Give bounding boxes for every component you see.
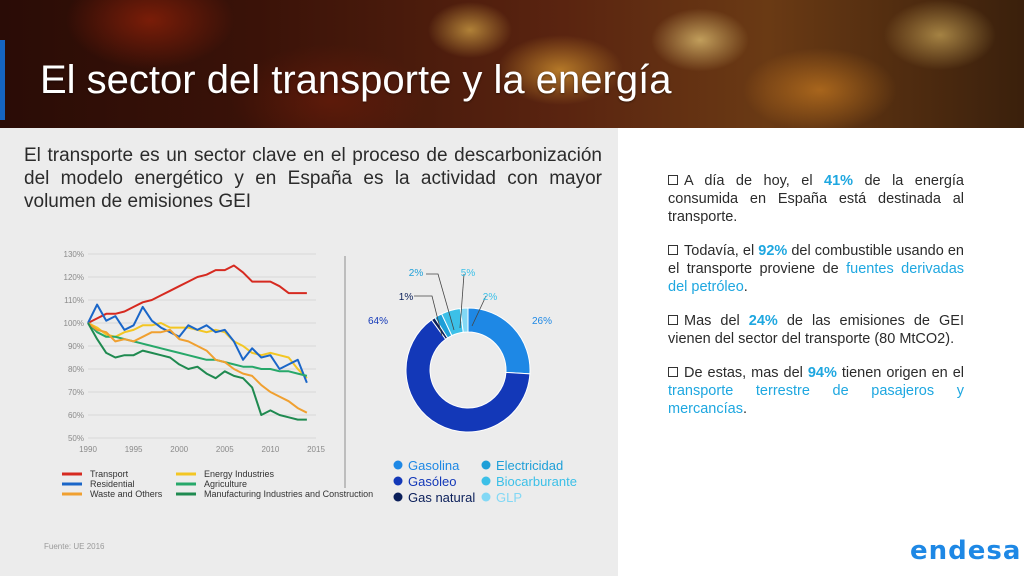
emissions-line-chart: 50% 60% 70% 80% 90% 100% 110% 120% 130% 1990 1995 2… bbox=[64, 250, 326, 454]
series-line bbox=[87, 322, 308, 377]
legend-label: Gasóleo bbox=[408, 474, 456, 489]
legend-dot bbox=[481, 476, 491, 486]
series-line bbox=[87, 322, 307, 421]
leader-line bbox=[426, 273, 455, 331]
legend-label: Gasolina bbox=[408, 458, 460, 473]
x-tick-label: 2010 bbox=[262, 445, 280, 454]
slice-label: 2% bbox=[409, 268, 424, 279]
fact-item: Mas del 24% de las emisiones de GEI vien… bbox=[668, 313, 964, 347]
fact-item: A día de hoy, el 41% de la energía consu… bbox=[668, 173, 964, 225]
donut-slice bbox=[459, 307, 469, 333]
slice-label: 2% bbox=[483, 292, 498, 303]
legend-dot bbox=[393, 460, 403, 470]
slice-label: 26% bbox=[532, 316, 552, 327]
key-facts: A día de hoy, el 41% de la energía consu… bbox=[668, 172, 964, 434]
legend-dot bbox=[393, 476, 403, 486]
series-line bbox=[87, 322, 308, 414]
source-note: Fuente: UE 2016 bbox=[44, 542, 105, 551]
legend-label: Transport bbox=[90, 469, 129, 479]
slice-label: 64% bbox=[368, 316, 388, 327]
chart-divider bbox=[344, 256, 346, 488]
checkbox-bullet-icon bbox=[668, 367, 678, 377]
legend-dot bbox=[393, 492, 403, 502]
legend-label: Waste and Others bbox=[90, 489, 163, 499]
leader-line bbox=[471, 295, 487, 327]
legend-label: Electricidad bbox=[496, 458, 563, 473]
y-tick-label: 100% bbox=[64, 319, 84, 328]
page-title: El sector del transporte y la energía bbox=[40, 58, 672, 102]
y-tick-label: 120% bbox=[64, 273, 84, 282]
left-panel: El transporte es un sector clave en el p… bbox=[0, 128, 618, 576]
header-accent-bar bbox=[0, 40, 5, 120]
legend-label: Manufacturing Industries and Constructio… bbox=[204, 489, 373, 499]
x-tick-label: 1990 bbox=[79, 445, 97, 454]
legend-label: Residential bbox=[90, 479, 135, 489]
series-line bbox=[87, 303, 308, 384]
y-tick-label: 60% bbox=[68, 411, 84, 420]
legend-label: Agriculture bbox=[204, 479, 247, 489]
y-tick-label: 90% bbox=[68, 342, 84, 351]
checkbox-bullet-icon bbox=[668, 315, 678, 325]
legend-label: Energy Industries bbox=[204, 469, 275, 479]
endesa-logo: endesa bbox=[910, 536, 1022, 566]
x-tick-label: 1995 bbox=[125, 445, 143, 454]
x-tick-label: 2000 bbox=[170, 445, 188, 454]
legend-label: Gas natural bbox=[408, 490, 475, 505]
fuel-donut-chart: 26% 64% 1% 2% 5% 2% bbox=[368, 268, 552, 433]
y-tick-label: 110% bbox=[64, 296, 84, 305]
slice-label: 5% bbox=[461, 268, 476, 279]
y-tick-label: 130% bbox=[64, 250, 84, 259]
legend-label: Biocarburante bbox=[496, 474, 577, 489]
legend-dot bbox=[481, 492, 491, 502]
donut-slice bbox=[467, 307, 531, 375]
header-banner: El sector del transporte y la energía bbox=[0, 0, 1024, 128]
x-tick-label: 2015 bbox=[307, 445, 325, 454]
series-line bbox=[87, 264, 307, 324]
leader-line bbox=[459, 273, 465, 329]
y-tick-label: 50% bbox=[68, 434, 84, 443]
checkbox-bullet-icon bbox=[668, 175, 678, 185]
y-tick-label: 70% bbox=[68, 388, 84, 397]
intro-text: El transporte es un sector clave en el p… bbox=[24, 145, 602, 212]
leader-line bbox=[414, 295, 443, 337]
fact-item: Todavía, el 92% del combustible usando e… bbox=[668, 243, 965, 295]
line-chart-legend: Transport Energy Industries Residential Agr… bbox=[62, 469, 373, 499]
y-tick-label: 80% bbox=[68, 365, 84, 374]
x-tick-label: 2005 bbox=[216, 445, 234, 454]
slice-label: 1% bbox=[399, 292, 414, 303]
donut-slice bbox=[405, 319, 531, 433]
fact-item: De estas, mas del 94% tienen origen en e… bbox=[668, 365, 965, 417]
legend-dot bbox=[481, 460, 491, 470]
legend-label: GLP bbox=[496, 490, 522, 505]
checkbox-bullet-icon bbox=[668, 245, 678, 255]
